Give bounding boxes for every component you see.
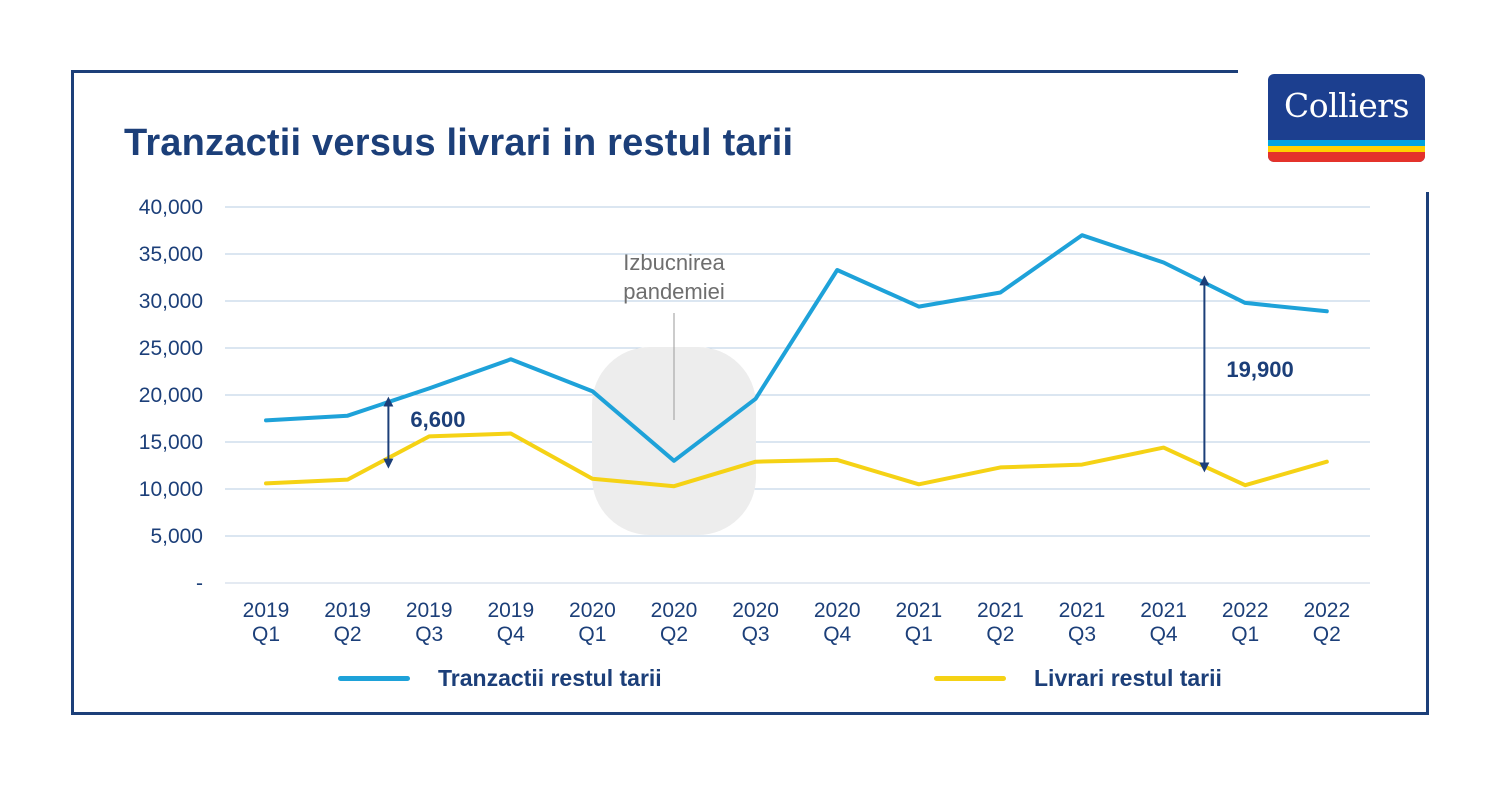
y-tick-label: 10,000 xyxy=(139,478,203,501)
legend-item-tranzactii: Tranzactii restul tarii xyxy=(338,664,662,692)
frame-right-border xyxy=(1426,192,1429,715)
logo-stripe-blue xyxy=(1268,140,1425,146)
frame-left-border xyxy=(71,70,74,715)
x-tick-label-year: 2021 xyxy=(977,599,1024,622)
y-tick-label: 15,000 xyxy=(139,431,203,454)
logo-text: Colliers xyxy=(1283,86,1410,125)
y-tick-label: 30,000 xyxy=(139,290,203,313)
x-tick-label-year: 2020 xyxy=(814,599,861,622)
x-tick-label-year: 2019 xyxy=(487,599,534,622)
y-tick-label: 35,000 xyxy=(139,243,203,266)
series-line-0 xyxy=(264,233,1329,463)
pandemic-highlight xyxy=(592,347,756,535)
y-tick-label: 5,000 xyxy=(150,525,203,548)
x-tick-label-quarter: Q2 xyxy=(986,623,1014,646)
x-tick-label-year: 2021 xyxy=(1140,599,1187,622)
legend-label-livrari: Livrari restul tarii xyxy=(1034,664,1222,691)
x-tick-label-year: 2022 xyxy=(1303,599,1350,622)
pandemic-label: Izbucnirea xyxy=(623,250,725,275)
x-tick-label-year: 2022 xyxy=(1222,599,1269,622)
x-tick-label-quarter: Q1 xyxy=(1231,623,1259,646)
x-tick-label-quarter: Q4 xyxy=(497,623,525,646)
x-tick-label-year: 2020 xyxy=(569,599,616,622)
frame-bottom-border xyxy=(71,712,1429,715)
x-tick-label-quarter: Q3 xyxy=(415,623,443,646)
x-tick-label-year: 2020 xyxy=(651,599,698,622)
y-tick-label: - xyxy=(196,572,203,595)
x-tick-label-quarter: Q2 xyxy=(334,623,362,646)
x-tick-label-quarter: Q3 xyxy=(1068,623,1096,646)
y-tick-label: 40,000 xyxy=(139,196,203,219)
x-tick-label-year: 2019 xyxy=(406,599,453,622)
x-tick-label-year: 2020 xyxy=(732,599,779,622)
pandemic-label: pandemiei xyxy=(623,279,725,304)
y-tick-label: 25,000 xyxy=(139,337,203,360)
x-tick-label-quarter: Q1 xyxy=(905,623,933,646)
x-tick-label-year: 2021 xyxy=(895,599,942,622)
gap-label: 6,600 xyxy=(410,407,465,432)
series-line-1 xyxy=(264,431,1329,489)
x-tick-label-quarter: Q2 xyxy=(1313,623,1341,646)
legend-swatch-livrari xyxy=(934,675,1006,681)
frame-top-border xyxy=(71,70,1238,73)
x-tick-label-quarter: Q1 xyxy=(578,623,606,646)
x-tick-label-year: 2019 xyxy=(243,599,290,622)
logo-stripe-red xyxy=(1268,152,1425,162)
x-tick-label-quarter: Q3 xyxy=(742,623,770,646)
x-tick-label-quarter: Q4 xyxy=(1150,623,1178,646)
y-tick-label: 20,000 xyxy=(139,384,203,407)
legend-swatch-tranzactii xyxy=(338,675,410,681)
x-tick-label-quarter: Q2 xyxy=(660,623,688,646)
gap-label: 19,900 xyxy=(1226,357,1293,382)
x-tick-label-quarter: Q1 xyxy=(252,623,280,646)
x-tick-label-quarter: Q4 xyxy=(823,623,851,646)
logo-stripe-yellow xyxy=(1268,146,1425,152)
legend-item-livrari: Livrari restul tarii xyxy=(934,664,1222,692)
colliers-logo: Colliers xyxy=(1268,74,1425,162)
x-tick-label-year: 2019 xyxy=(324,599,371,622)
legend-label-tranzactii: Tranzactii restul tarii xyxy=(438,664,662,691)
x-tick-label-year: 2021 xyxy=(1059,599,1106,622)
chart-title: Tranzactii versus livrari in restul tari… xyxy=(124,122,794,164)
